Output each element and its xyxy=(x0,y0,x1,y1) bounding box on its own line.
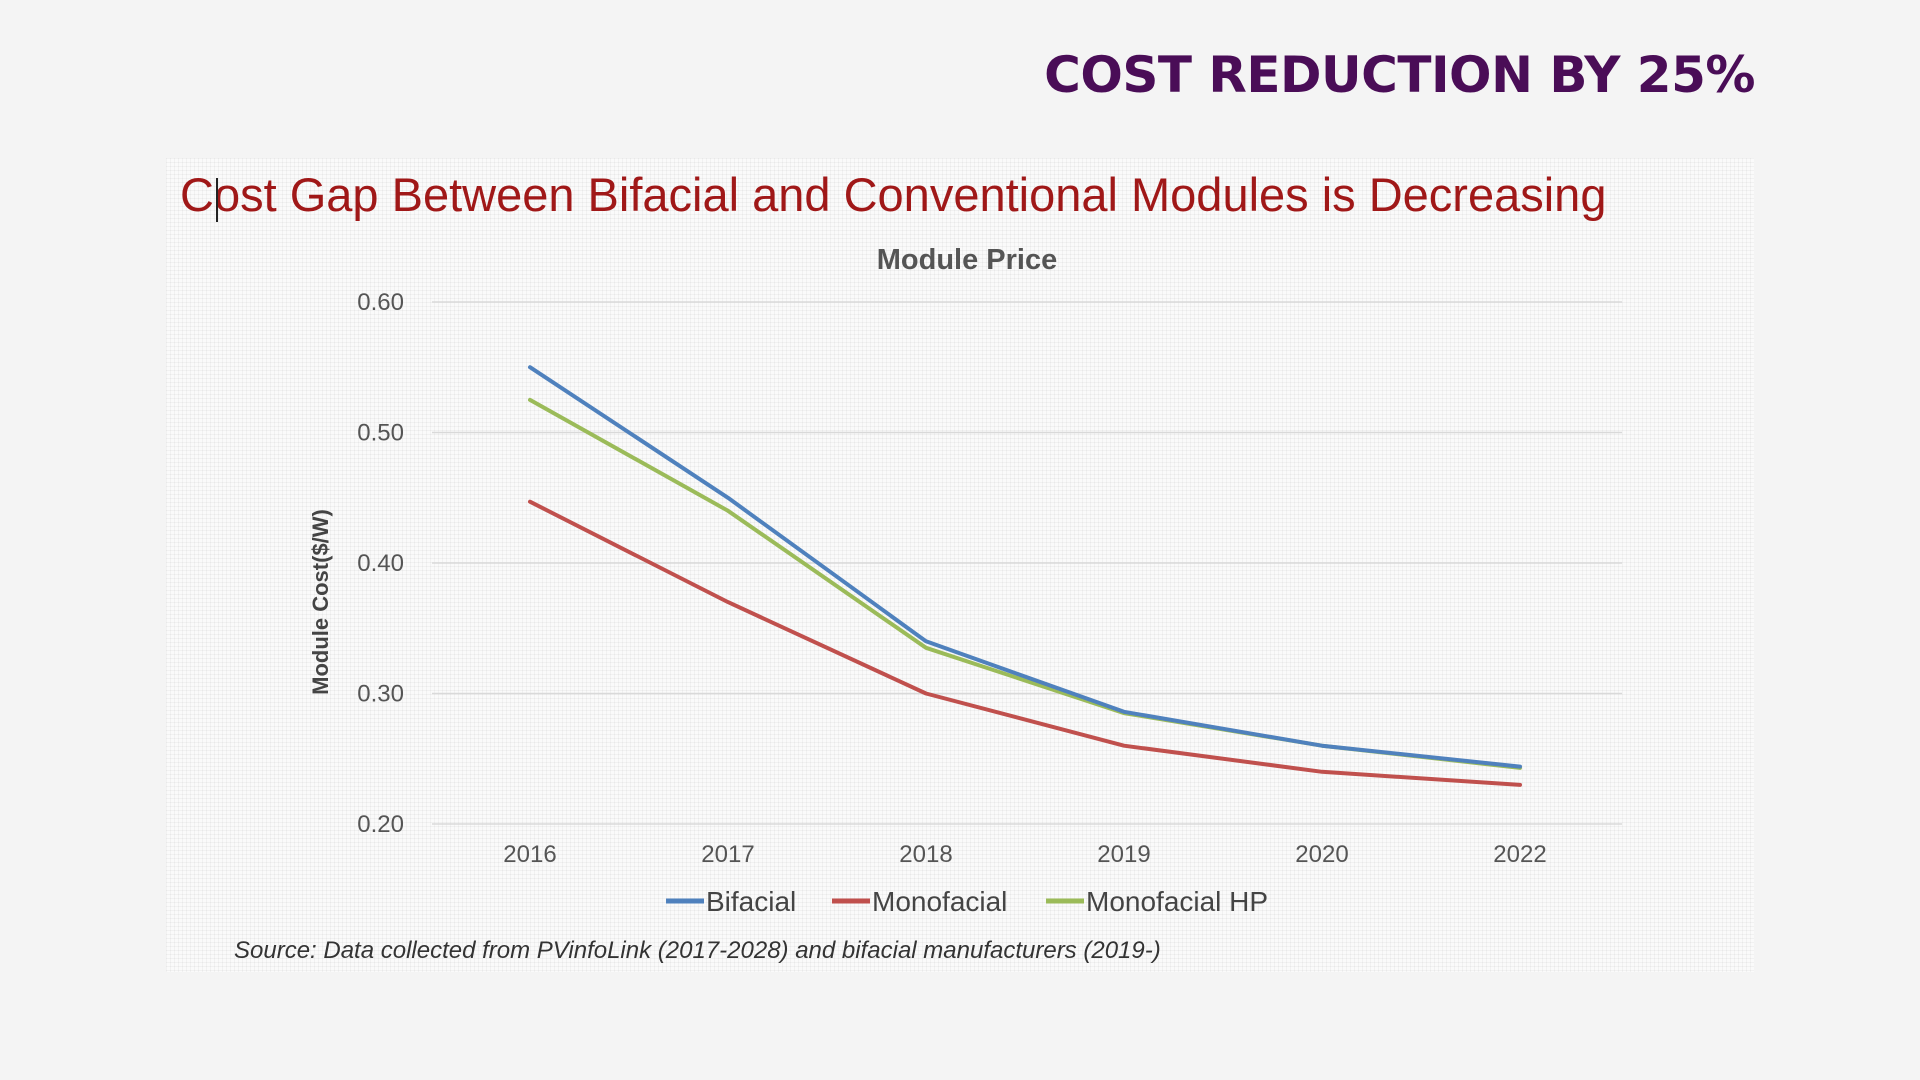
chart-title: Module Price xyxy=(877,244,1058,276)
chart-panel: Cost Gap Between Bifacial and Convention… xyxy=(166,158,1754,972)
x-tick-label: 2020 xyxy=(1295,841,1348,868)
y-axis-ticks: 0.60 0.50 0.40 0.30 0.20 xyxy=(357,289,404,838)
legend: Bifacial Monofacial Monofacial HP xyxy=(666,886,1268,917)
slide-title: Cost Gap Between Bifacial and Convention… xyxy=(180,168,1606,221)
y-tick-label: 0.30 xyxy=(357,681,404,708)
x-tick-label: 2019 xyxy=(1097,841,1150,868)
series-line-monofacial-hp xyxy=(528,397,1522,770)
y-tick-label: 0.60 xyxy=(357,289,404,316)
series-lines xyxy=(528,365,1522,787)
y-tick-label: 0.50 xyxy=(357,420,404,447)
y-axis-label: Module Cost($/W) xyxy=(308,509,333,695)
legend-label: Bifacial xyxy=(706,886,796,917)
y-tick-label: 0.20 xyxy=(357,811,404,838)
source-note: Source: Data collected from PVinfoLink (… xyxy=(234,937,1161,964)
x-tick-label: 2017 xyxy=(701,841,754,868)
x-axis-ticks: 2016 2017 2018 2019 2020 2022 xyxy=(503,841,1546,868)
headline: COST REDUCTION BY 25% xyxy=(1044,46,1755,104)
series-line-monofacial xyxy=(528,499,1522,787)
x-tick-label: 2016 xyxy=(503,841,556,868)
y-tick-label: 0.40 xyxy=(357,550,404,577)
series-line-bifacial xyxy=(528,365,1522,769)
chart-svg: Cost Gap Between Bifacial and Convention… xyxy=(180,168,1622,964)
legend-label: Monofacial HP xyxy=(1086,886,1268,917)
x-tick-label: 2022 xyxy=(1493,841,1546,868)
legend-label: Monofacial xyxy=(872,886,1007,917)
x-tick-label: 2018 xyxy=(899,841,952,868)
gridlines xyxy=(432,301,1622,825)
